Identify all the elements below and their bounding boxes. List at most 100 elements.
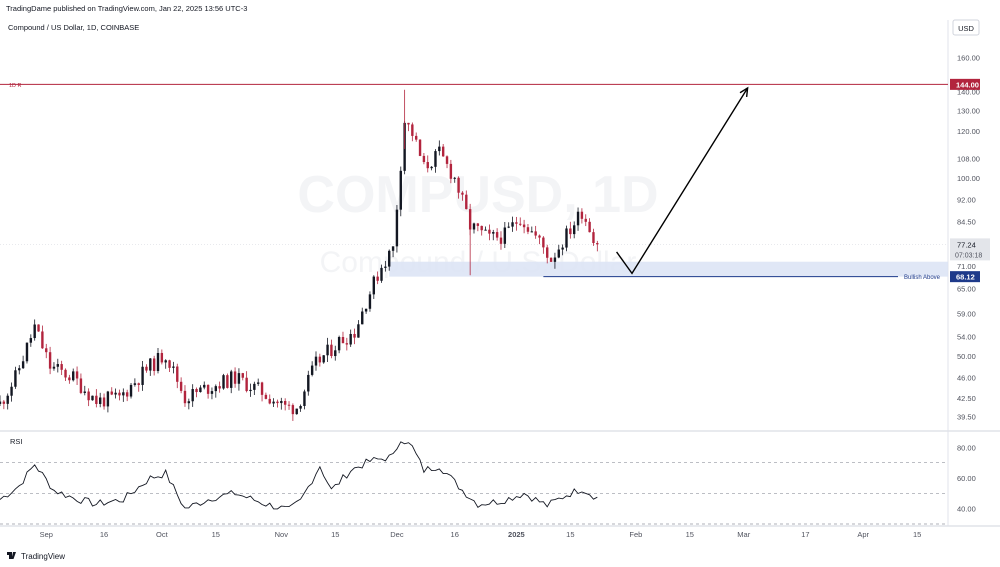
candle-body (526, 227, 530, 232)
candle-body (0, 401, 2, 404)
candle-body (60, 364, 63, 370)
tradingview-logo[interactable] (7, 552, 16, 559)
time-tick-label: Sep (40, 530, 53, 539)
candle-body (68, 377, 71, 381)
time-tick-label: 15 (566, 530, 574, 539)
candle-body (488, 229, 491, 234)
price-tick-label: 140.00 (957, 88, 980, 97)
candle-body (56, 364, 60, 367)
candle-body (326, 344, 329, 356)
candle-body (33, 324, 36, 339)
candle-body (276, 401, 279, 404)
candle-body (91, 395, 94, 401)
candle-body (10, 386, 13, 396)
candle-body (37, 324, 40, 332)
time-tick-label: Oct (156, 530, 169, 539)
candle-body (376, 276, 379, 281)
time-tick-label: Feb (629, 530, 642, 539)
candle-body (110, 391, 113, 395)
candle-body (83, 391, 86, 393)
time-tick-label: Mar (737, 530, 750, 539)
candle-body (256, 382, 260, 384)
candle-body (576, 211, 580, 226)
candle-body (152, 358, 156, 372)
candle-body (168, 360, 171, 368)
candle-body (176, 366, 179, 382)
candle-body (98, 397, 102, 404)
candle-body (414, 135, 418, 140)
candle-body (299, 405, 302, 409)
candle-body (492, 232, 495, 234)
candle-body (25, 342, 29, 362)
price-tick-label: 130.00 (957, 107, 980, 116)
candle-body (499, 237, 503, 244)
candle-body (102, 397, 106, 407)
candle-body (214, 386, 218, 392)
candle-body (438, 146, 441, 152)
candle-body (411, 124, 414, 136)
projection-path (616, 87, 749, 275)
resistance-price-box (950, 78, 980, 90)
price-tick-label: 108.00 (957, 154, 980, 163)
time-tick-label: 15 (212, 530, 220, 539)
candle-body (87, 391, 90, 401)
price-tick-label: 54.00 (957, 332, 976, 341)
candle-body (253, 383, 256, 390)
candle-body (364, 308, 368, 312)
price-tick-label: 46.00 (957, 374, 976, 383)
candle-body (191, 389, 194, 402)
candle-body (457, 177, 460, 193)
projection-arrowhead (739, 86, 749, 97)
candle-body (368, 294, 372, 309)
candle-body (222, 375, 225, 389)
candle-body (52, 366, 56, 369)
rsi-tick-label: 40.00 (957, 505, 976, 514)
candle-body (553, 257, 557, 262)
rsi-tick-label: 60.00 (957, 474, 976, 483)
candle-body (183, 390, 187, 404)
candle-body (125, 392, 129, 397)
candle-body (122, 392, 125, 396)
candle-body (164, 360, 167, 363)
last-price-label: 77.24 (957, 240, 976, 249)
candle-body (349, 333, 352, 345)
time-tick-label: 15 (686, 530, 694, 539)
candle-body (249, 389, 252, 392)
candle-body (507, 226, 510, 228)
price-tick-label: 84.50 (957, 217, 976, 226)
candle-body (14, 370, 17, 387)
candle-body (561, 247, 564, 250)
candles (0, 89, 599, 421)
candle-body (95, 395, 98, 404)
candle-body (557, 249, 560, 258)
candle-body (172, 366, 175, 368)
price-tick-label: 39.50 (957, 413, 976, 422)
candle-body (380, 267, 383, 281)
candle-body (337, 337, 341, 351)
candle-body (156, 352, 160, 372)
candle-body (476, 223, 480, 226)
candle-body (241, 373, 244, 378)
watermark-ticker: COMPUSD, 1D (297, 166, 658, 224)
candle-body (445, 156, 449, 164)
candle-body (21, 361, 25, 369)
candle-body (434, 151, 437, 167)
candle-body (480, 225, 483, 231)
candle-body (322, 355, 325, 363)
candle-body (41, 331, 44, 349)
candle-body (318, 356, 322, 363)
candle-body (569, 228, 572, 235)
candle-body (6, 395, 9, 404)
candle-body (210, 391, 214, 394)
candle-body (303, 391, 306, 406)
candle-body (314, 356, 318, 366)
price-tick-label: 160.00 (957, 53, 980, 62)
candle-body (141, 366, 144, 385)
currency-box[interactable] (952, 19, 980, 36)
candle-body (399, 170, 402, 210)
candle-body (384, 266, 387, 268)
candle-body (426, 162, 429, 169)
candle-body (572, 225, 576, 235)
